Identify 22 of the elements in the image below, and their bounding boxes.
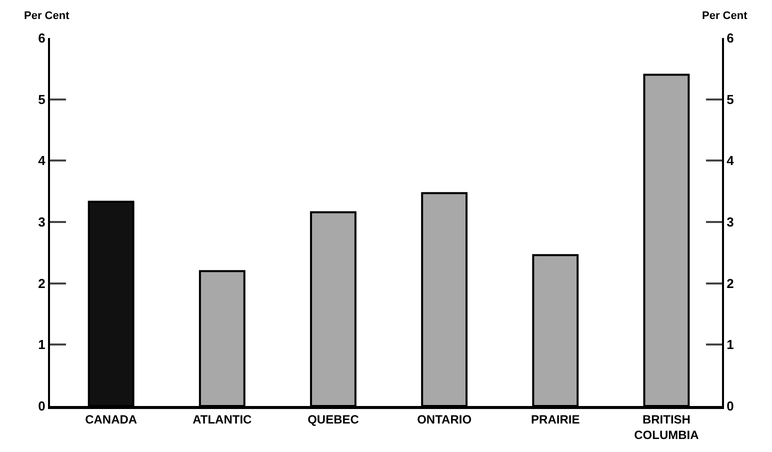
x-tick-label: QUEBEC: [308, 412, 360, 426]
y-tick-label: 3: [38, 214, 46, 230]
x-tick-label: ATLANTIC: [192, 412, 252, 426]
y-tick-label: 6: [38, 30, 46, 46]
y2-tick-label: 6: [726, 30, 734, 46]
y-axis-title: Per Cent: [24, 10, 70, 22]
y2-tick-label: 2: [726, 276, 734, 291]
y-tick-label: 1: [38, 337, 46, 352]
y2-axis-title: Per Cent: [702, 10, 748, 22]
x-tick-label: BRITISH COLUMBIA: [634, 412, 700, 442]
y-tick-label: 2: [38, 276, 46, 291]
y2-tick-label: 4: [726, 153, 735, 168]
x-tick-label: PRAIRIE: [531, 412, 580, 426]
x-tick-label: CANADA: [85, 412, 138, 426]
x-tick-label: ONTARIO: [417, 412, 472, 426]
y2-tick-label: 1: [726, 337, 734, 352]
y2-tick-label: 5: [726, 92, 734, 107]
y2-tick-label: 0: [726, 398, 734, 414]
y-tick-label: 4: [38, 153, 46, 168]
y2-tick-label: 3: [726, 214, 734, 230]
y-tick-label: 0: [38, 398, 46, 414]
y-tick-label: 5: [38, 92, 46, 107]
